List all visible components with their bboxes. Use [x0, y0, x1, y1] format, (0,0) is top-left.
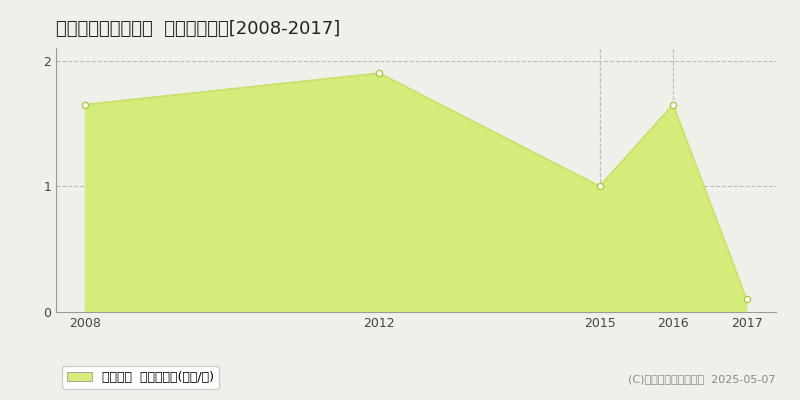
Legend: 土地価格  平均坪単価(万円/坪): 土地価格 平均坪単価(万円/坪): [62, 366, 219, 389]
Polygon shape: [86, 73, 746, 312]
Text: 福知山市大江町蓼原  土地価格推移[2008-2017]: 福知山市大江町蓼原 土地価格推移[2008-2017]: [56, 20, 340, 38]
Text: (C)土地価格ドットコム  2025-05-07: (C)土地価格ドットコム 2025-05-07: [629, 374, 776, 384]
